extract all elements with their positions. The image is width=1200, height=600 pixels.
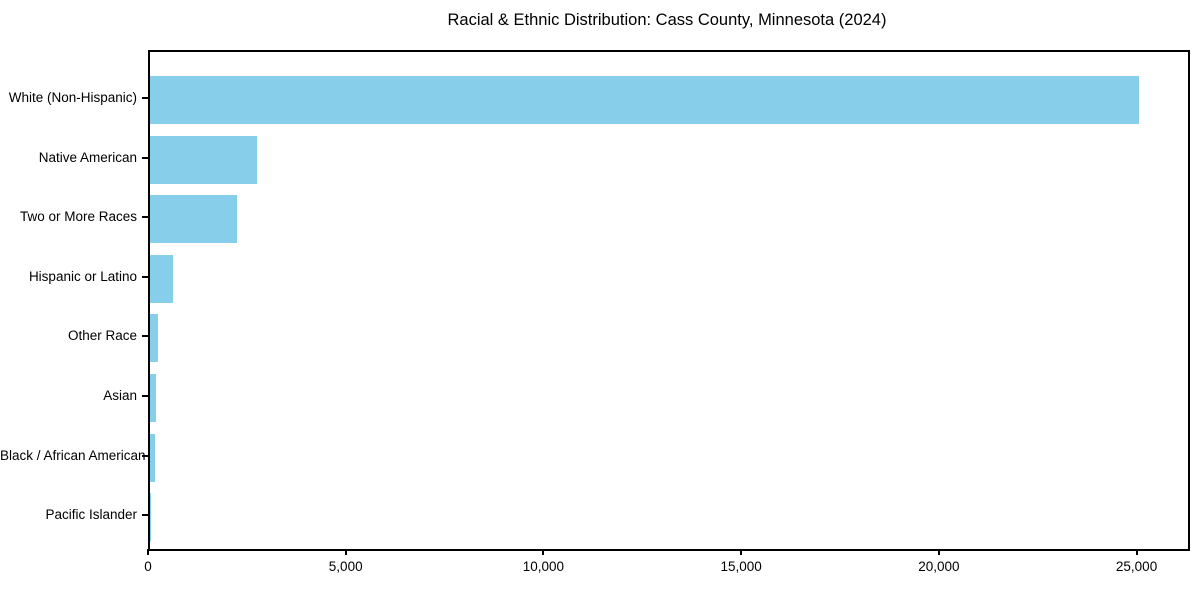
y-tick-mark (142, 156, 148, 159)
x-axis-tick-label: 15,000 (720, 559, 762, 574)
x-tick-mark (147, 549, 149, 555)
x-axis-tick-label: 0 (144, 559, 152, 574)
y-axis-label: Native American (38, 149, 137, 165)
bar-asian (150, 374, 156, 422)
y-axis-label: Black / African American (0, 447, 146, 463)
x-tick-mark (740, 549, 743, 555)
y-axis-label: Two or More Races (19, 209, 137, 225)
y-tick-mark (142, 216, 148, 219)
x-tick-mark (542, 549, 545, 555)
x-tick-mark (1135, 549, 1138, 555)
y-axis-label: Other Race (67, 328, 137, 344)
x-axis-tick-label: 10,000 (522, 559, 565, 574)
y-tick-mark (142, 514, 148, 517)
x-axis-tick-label: 5,000 (328, 559, 363, 574)
x-axis-tick-label: 20,000 (918, 559, 960, 574)
y-tick-mark (142, 97, 148, 99)
y-axis-label: Asian (103, 388, 137, 403)
x-axis-tick-label: 25,000 (1115, 559, 1158, 574)
y-tick-mark (142, 454, 148, 457)
bar-white-non-hispanic- (150, 76, 1139, 124)
x-tick-mark (344, 549, 347, 555)
plot-area (148, 50, 1190, 551)
y-axis-label: Hispanic or Latino (28, 268, 137, 284)
y-axis-label: White (Non-Hispanic) (8, 90, 137, 105)
bar-black-african-american (150, 433, 155, 482)
y-tick-mark (142, 335, 148, 338)
bar-two-or-more-races (150, 195, 238, 244)
bar-hispanic-or-latino (150, 254, 173, 303)
y-axis-label: Pacific Islander (45, 507, 137, 523)
chart-title: Racial & Ethnic Distribution: Cass Count… (447, 11, 887, 29)
y-tick-mark (142, 275, 148, 278)
bar-native-american (150, 135, 258, 184)
bar-other-race (150, 314, 158, 363)
x-tick-mark (937, 549, 940, 555)
y-tick-mark (142, 395, 148, 397)
